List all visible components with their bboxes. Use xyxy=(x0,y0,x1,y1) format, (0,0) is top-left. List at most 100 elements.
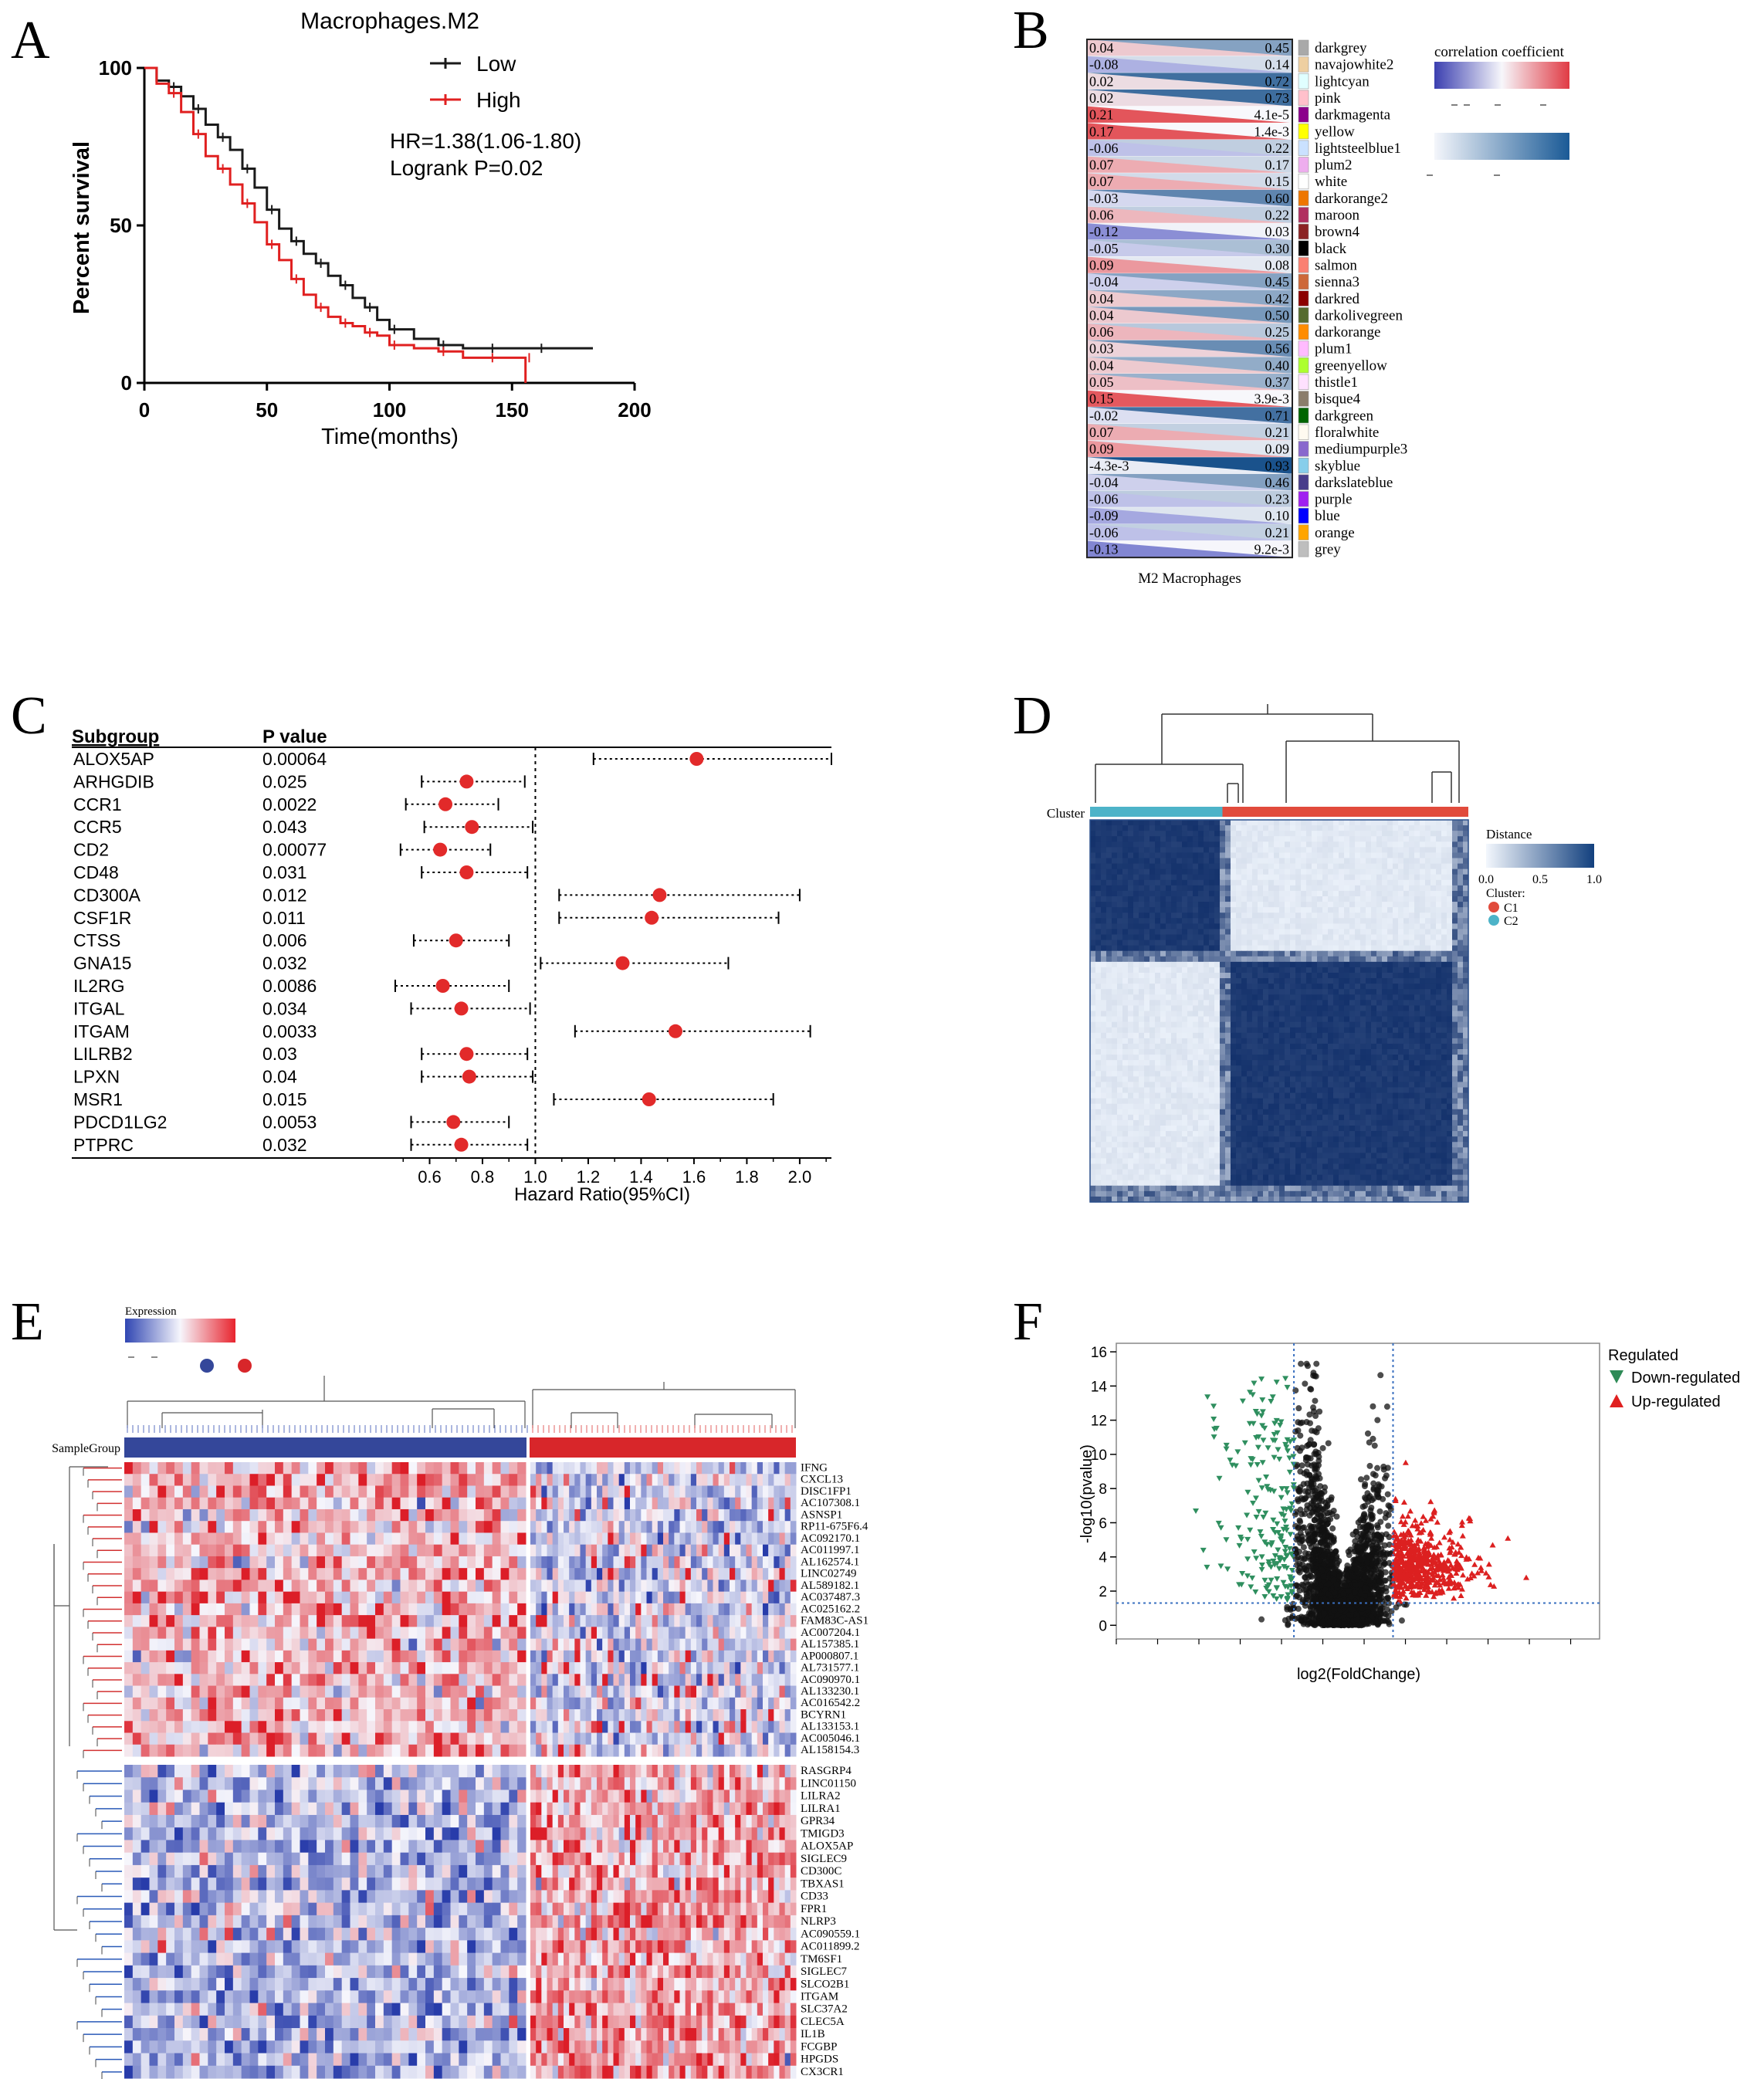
d-heatmap-cell xyxy=(1441,945,1447,952)
d-heatmap-cell xyxy=(1458,874,1464,881)
d-heatmap-cell xyxy=(1436,1103,1442,1110)
b-correlation-cell xyxy=(1087,457,1292,474)
d-heatmap-cell xyxy=(1106,973,1112,979)
d-heatmap-cell xyxy=(1463,945,1469,952)
c-gene-label: ALOX5AP xyxy=(73,749,154,769)
d-heatmap-cell xyxy=(1430,918,1437,924)
b-pvalue-label: 0.71 xyxy=(1265,408,1290,423)
d-heatmap-cell xyxy=(1128,874,1134,881)
d-heatmap-cell xyxy=(1463,858,1469,865)
d-heatmap-cell xyxy=(1420,863,1426,870)
d-heatmap-cell xyxy=(1387,989,1393,995)
d-heatmap-cell xyxy=(1187,1119,1193,1126)
d-heatmap-cell xyxy=(1322,1043,1329,1050)
d-heatmap-cell xyxy=(1247,890,1253,897)
d-heatmap-cell xyxy=(1198,1005,1204,1012)
d-heatmap-cell xyxy=(1349,923,1356,930)
d-heatmap-cell xyxy=(1187,825,1193,831)
d-heatmap-cell xyxy=(1447,978,1453,984)
d-heatmap-cell xyxy=(1458,1043,1464,1050)
d-heatmap-cell xyxy=(1214,973,1221,979)
d-heatmap-cell xyxy=(1171,945,1177,952)
d-heatmap-cell xyxy=(1122,1092,1129,1099)
d-heatmap-cell xyxy=(1128,929,1134,936)
b-correlation-label: 0.05 xyxy=(1089,374,1114,390)
b-pvalue-label: 0.08 xyxy=(1265,257,1290,273)
d-heatmap-cell xyxy=(1274,950,1280,957)
d-heatmap-cell xyxy=(1198,1021,1204,1028)
d-heatmap-cell xyxy=(1441,1049,1447,1055)
d-heatmap-cell xyxy=(1458,847,1464,854)
d-heatmap-cell xyxy=(1225,1103,1231,1110)
d-heatmap-cell xyxy=(1447,1114,1453,1121)
d-heatmap-cell xyxy=(1414,956,1420,963)
d-heatmap-cell xyxy=(1430,945,1437,952)
d-heatmap-cell xyxy=(1414,1158,1420,1165)
d-heatmap-cell xyxy=(1447,1000,1453,1007)
d-heatmap-cell xyxy=(1452,1065,1458,1072)
d-heatmap-cell xyxy=(1279,1136,1285,1143)
d-heatmap-cell xyxy=(1139,1027,1145,1034)
d-heatmap-cell xyxy=(1409,1021,1415,1028)
d-heatmap-cell xyxy=(1458,879,1464,886)
d-heatmap-cell xyxy=(1441,896,1447,902)
d-heatmap-cell xyxy=(1279,1119,1285,1126)
d-heatmap-cell xyxy=(1274,1153,1280,1160)
d-heatmap-cell xyxy=(1349,1092,1356,1099)
d-heatmap-cell xyxy=(1231,1049,1237,1055)
d-heatmap-cell xyxy=(1225,923,1231,930)
d-heatmap-cell xyxy=(1171,907,1177,913)
d-heatmap-cell xyxy=(1328,1060,1334,1066)
d-heatmap-cell xyxy=(1398,879,1404,886)
d-heatmap-cell xyxy=(1333,1021,1339,1028)
d-heatmap-cell xyxy=(1149,1021,1156,1028)
d-heatmap-cell xyxy=(1420,1103,1426,1110)
d-heatmap-cell xyxy=(1382,1055,1388,1061)
d-heatmap-cell xyxy=(1252,1000,1258,1007)
d-heatmap-cell xyxy=(1436,852,1442,859)
d-heatmap-cell xyxy=(1187,1082,1193,1089)
d-heatmap-cell xyxy=(1252,847,1258,854)
d-heatmap-cell xyxy=(1247,874,1253,881)
d-heatmap-cell xyxy=(1366,994,1372,1001)
d-heatmap-cell xyxy=(1430,978,1437,984)
d-heatmap-cell xyxy=(1414,841,1420,848)
d-heatmap-cell xyxy=(1349,1153,1356,1160)
d-heatmap-cell xyxy=(1268,1087,1275,1094)
d-heatmap-cell xyxy=(1220,1131,1226,1137)
d-heatmap-cell xyxy=(1171,896,1177,902)
d-heatmap-cell xyxy=(1436,940,1442,946)
d-heatmap-cell xyxy=(1095,902,1102,908)
d-heatmap-cell xyxy=(1349,1021,1356,1028)
d-heatmap-cell xyxy=(1106,841,1112,848)
d-heatmap-cell xyxy=(1430,874,1437,881)
d-heatmap-cell xyxy=(1247,967,1253,973)
d-heatmap-cell xyxy=(1220,1103,1226,1110)
d-heatmap-cell xyxy=(1382,1021,1388,1028)
d-heatmap-cell xyxy=(1171,1065,1177,1072)
d-heatmap-cell xyxy=(1090,1076,1096,1083)
d-heatmap-cell xyxy=(1387,879,1393,886)
d-heatmap-cell xyxy=(1133,973,1139,979)
d-heatmap-cell xyxy=(1090,1131,1096,1137)
d-heatmap-cell xyxy=(1258,913,1264,919)
d-heatmap-cell xyxy=(1209,852,1215,859)
d-heatmap-cell xyxy=(1360,841,1366,848)
d-heatmap-cell xyxy=(1133,841,1139,848)
d-heatmap-cell xyxy=(1155,1060,1161,1066)
d-heatmap-cell xyxy=(1225,907,1231,913)
d-heatmap-cell xyxy=(1463,836,1469,842)
d-heatmap-cell xyxy=(1225,1136,1231,1143)
d-heatmap-cell xyxy=(1398,1147,1404,1153)
d-heatmap-cell xyxy=(1452,929,1458,936)
d-heatmap-cell xyxy=(1160,989,1166,995)
d-heatmap-cell xyxy=(1333,923,1339,930)
d-heatmap-cell xyxy=(1360,945,1366,952)
d-heatmap-cell xyxy=(1322,863,1329,870)
d-heatmap-cell xyxy=(1128,994,1134,1001)
d-heatmap-cell xyxy=(1420,1082,1426,1089)
d-heatmap-cell xyxy=(1328,950,1334,957)
d-heatmap-cell xyxy=(1182,1011,1188,1017)
b-module-color-chip xyxy=(1298,56,1309,73)
d-heatmap-cell xyxy=(1171,918,1177,924)
